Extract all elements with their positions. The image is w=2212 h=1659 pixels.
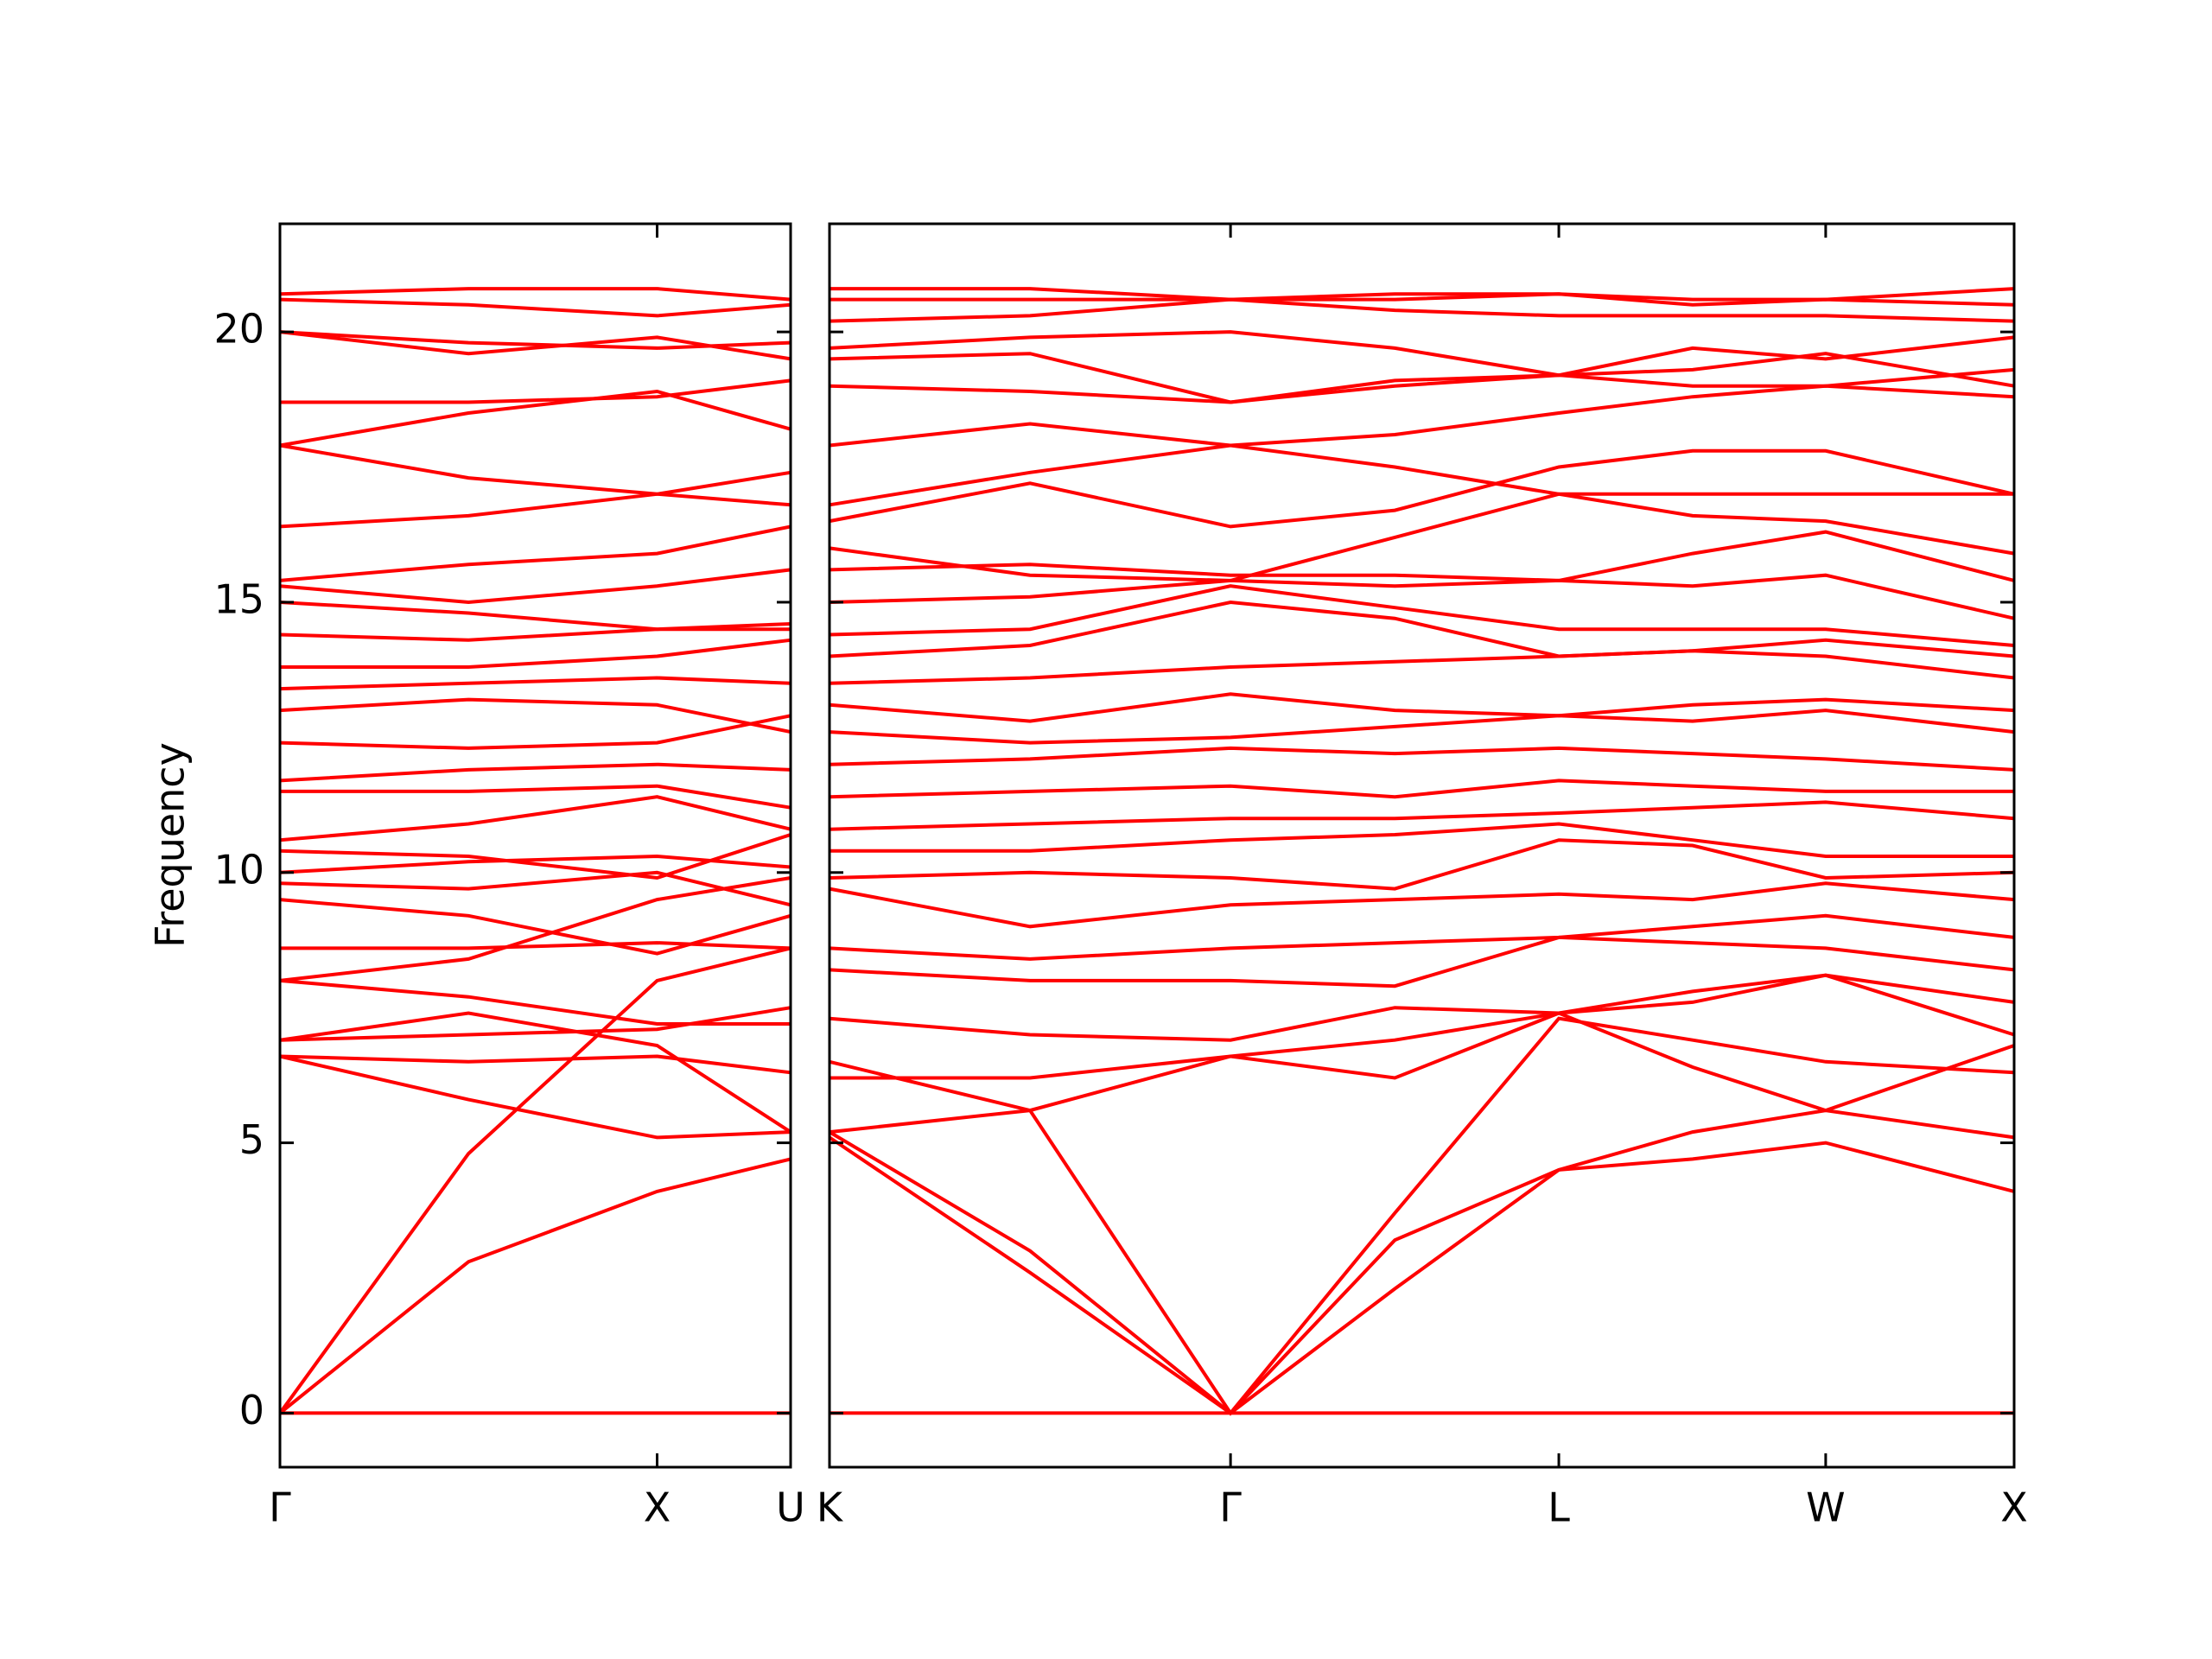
x-tick-label: K bbox=[817, 1484, 844, 1531]
x-tick-label: X bbox=[644, 1484, 671, 1531]
axes-frame bbox=[278, 222, 792, 1469]
band-line bbox=[829, 649, 2015, 685]
x-tick-label: U bbox=[776, 1484, 805, 1531]
band-line bbox=[829, 335, 2015, 404]
y-tick-label: 0 bbox=[239, 1387, 264, 1433]
band-line bbox=[279, 389, 791, 448]
band-line bbox=[280, 638, 791, 669]
band-line bbox=[829, 800, 2015, 831]
band-line bbox=[829, 443, 2015, 556]
band-line bbox=[279, 870, 791, 907]
band-line bbox=[279, 1054, 791, 1140]
band-line bbox=[829, 530, 2015, 582]
band-line bbox=[829, 881, 2015, 929]
band-line bbox=[829, 913, 2015, 961]
band-line bbox=[280, 378, 791, 404]
band-line bbox=[278, 946, 791, 1414]
band-line bbox=[830, 287, 2015, 307]
band-line bbox=[279, 297, 791, 318]
band-line bbox=[830, 973, 2015, 1080]
band-line bbox=[279, 524, 791, 582]
band-line bbox=[829, 448, 2015, 529]
band-line bbox=[829, 584, 2015, 647]
band-line bbox=[279, 762, 791, 783]
band-line bbox=[279, 568, 791, 605]
band-line bbox=[829, 297, 2015, 323]
band-line bbox=[829, 352, 2015, 404]
y-tick-label: 5 bbox=[239, 1116, 264, 1163]
band-line bbox=[279, 978, 791, 1026]
band-line bbox=[280, 941, 791, 950]
band-line bbox=[279, 697, 791, 734]
band-line bbox=[279, 1006, 791, 1042]
band-line bbox=[829, 779, 2014, 799]
band-line bbox=[829, 838, 2015, 891]
y-tick-label: 10 bbox=[213, 846, 264, 893]
band-line bbox=[279, 287, 791, 302]
x-tick-label: L bbox=[1548, 1484, 1570, 1531]
band-line bbox=[279, 714, 791, 750]
band-line bbox=[829, 709, 2015, 745]
band-line bbox=[828, 1109, 2015, 1416]
y-tick-label: 15 bbox=[213, 575, 264, 622]
band-line bbox=[829, 973, 2015, 1042]
band-line bbox=[829, 384, 2015, 448]
band-line bbox=[829, 573, 2015, 620]
band-line bbox=[829, 492, 2014, 582]
band-line bbox=[280, 784, 791, 810]
band-line bbox=[829, 330, 2015, 388]
band-line bbox=[829, 746, 2015, 772]
band-line bbox=[279, 676, 791, 691]
band-line bbox=[279, 622, 791, 642]
band-line bbox=[829, 935, 2015, 988]
x-tick-label: Γ bbox=[269, 1484, 291, 1531]
band-line bbox=[279, 854, 791, 874]
axes-frame bbox=[828, 222, 2016, 1469]
x-tick-label: Γ bbox=[1219, 1484, 1242, 1531]
band-line bbox=[279, 833, 791, 880]
y-axis-label: Frequency bbox=[147, 742, 194, 948]
band-line bbox=[830, 822, 2014, 858]
band-line bbox=[829, 692, 2015, 723]
band-line bbox=[828, 1135, 2015, 1415]
band-line bbox=[829, 1011, 2015, 1135]
x-tick-label: X bbox=[2000, 1484, 2028, 1531]
band-line bbox=[279, 443, 791, 507]
band-line bbox=[278, 1157, 791, 1414]
band-line bbox=[279, 470, 791, 529]
band-line bbox=[279, 898, 791, 956]
band-line bbox=[829, 600, 2015, 658]
band-line bbox=[279, 1054, 791, 1075]
y-tick-label: 20 bbox=[213, 306, 264, 353]
band-line bbox=[279, 1011, 792, 1134]
band-line bbox=[279, 795, 791, 842]
x-tick-label: W bbox=[1806, 1484, 1845, 1531]
band-line bbox=[279, 330, 791, 350]
band-line bbox=[829, 1016, 2015, 1416]
band-line bbox=[279, 601, 791, 632]
